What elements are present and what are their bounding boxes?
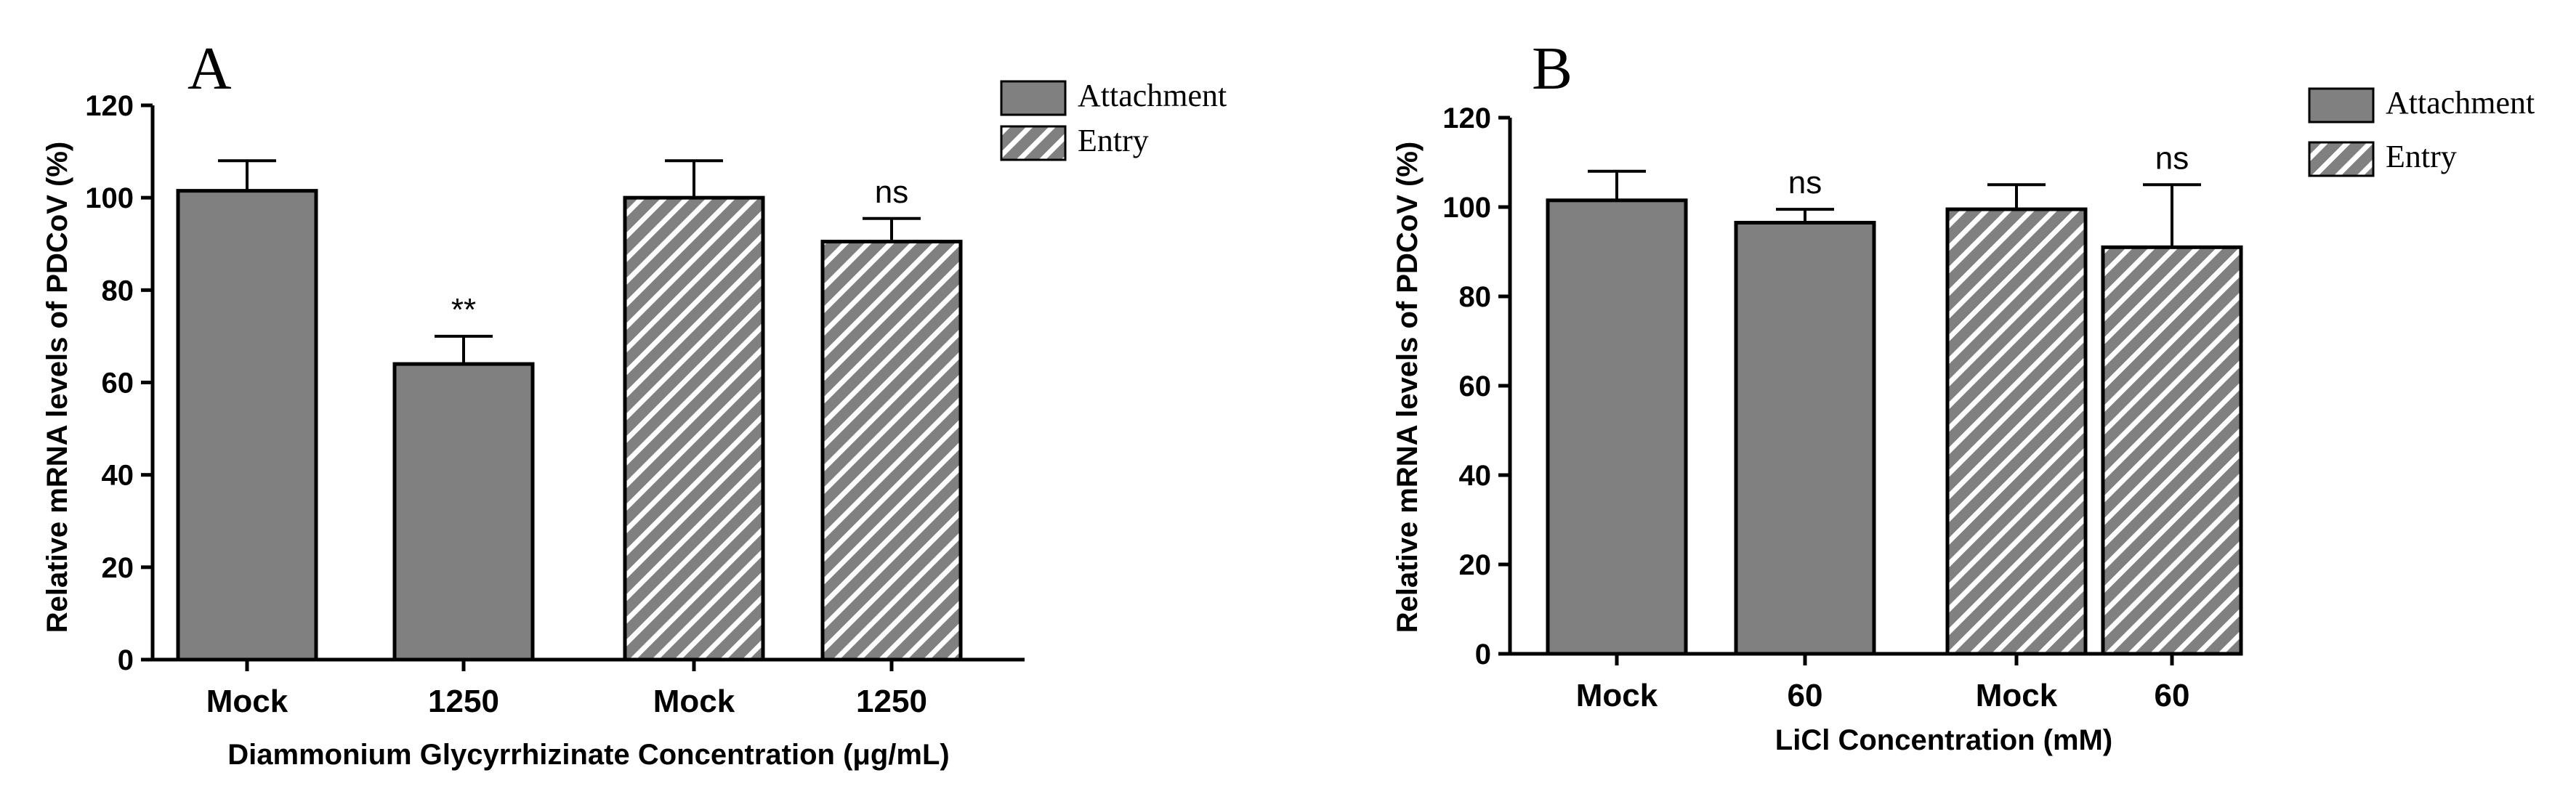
bar-a-0	[176, 189, 318, 662]
y-tick-label-b-40: 40	[1459, 460, 1492, 492]
legend-label-entry-a: Entry	[1078, 123, 1149, 158]
y-axis-label-a: Relative mRNA levels of PDCoV (%)	[41, 142, 73, 633]
legend-swatch-entry-b	[2308, 141, 2375, 177]
significance-label-b-3: ns	[2155, 140, 2189, 176]
bar-b-1	[1734, 221, 1876, 656]
y-tick-label-b-120: 120	[1442, 102, 1491, 134]
chart-panel-a: A Relative mRNA levels of PDCoV (%) Diam…	[41, 35, 1227, 771]
y-tick-label-a-80: 80	[102, 275, 134, 307]
significance-label-b-1: ns	[1788, 165, 1822, 200]
legend-swatch-attachment-a	[1000, 80, 1067, 116]
y-tick-label-a-20: 20	[102, 552, 134, 584]
y-tick-label-b-60: 60	[1459, 370, 1492, 402]
bar-a-2	[623, 195, 765, 662]
bar-a-3	[820, 240, 963, 662]
category-label-a-3: 1250	[856, 684, 927, 719]
legend-label-attachment-a: Attachment	[1078, 78, 1227, 113]
category-label-b-3: 60	[2155, 678, 2190, 713]
category-label-a-2: Mock	[653, 684, 735, 719]
significance-label-a-3: ns	[875, 174, 908, 210]
y-tick-label-a-40: 40	[102, 460, 134, 492]
significance-label-a-1: **	[451, 292, 476, 328]
bar-b-3	[2101, 245, 2243, 656]
bar-b-2	[1945, 207, 2088, 656]
chart-panel-b: B Relative mRNA levels of PDCoV (%) LiCl…	[1392, 35, 2535, 756]
y-tick-label-b-100: 100	[1442, 192, 1491, 224]
y-tick-label-a-100: 100	[85, 182, 134, 214]
x-axis-label-b: LiCl Concentration (mM)	[1775, 724, 2112, 756]
legend-swatch-attachment-b	[2308, 87, 2375, 123]
bar-b-0	[1546, 198, 1688, 656]
legend-swatch-entry-a	[1000, 125, 1067, 161]
category-label-b-0: Mock	[1576, 678, 1658, 713]
category-label-b-2: Mock	[1976, 678, 2058, 713]
legend-b: Attachment Entry	[2308, 85, 2535, 177]
bar-a-1	[392, 362, 535, 662]
y-axis-label-b: Relative mRNA levels of PDCoV (%)	[1392, 142, 1424, 633]
category-label-a-0: Mock	[206, 684, 288, 719]
y-tick-label-a-120: 120	[85, 90, 134, 122]
y-tick-label-b-0: 0	[1475, 639, 1491, 671]
category-label-a-1: 1250	[428, 684, 499, 719]
legend-label-attachment-b: Attachment	[2386, 85, 2535, 121]
panel-label-b: B	[1532, 35, 1572, 102]
panel-label-a: A	[187, 35, 232, 102]
y-tick-label-a-0: 0	[118, 644, 134, 676]
y-tick-label-b-80: 80	[1459, 281, 1492, 313]
category-label-b-1: 60	[1788, 678, 1823, 713]
legend-a: Attachment Entry	[1000, 78, 1227, 161]
y-tick-label-b-20: 20	[1459, 549, 1492, 581]
y-tick-label-a-60: 60	[102, 368, 134, 400]
x-axis-label-a: Diammonium Glycyrrhizinate Concentration…	[227, 739, 949, 771]
legend-label-entry-b: Entry	[2386, 139, 2457, 174]
